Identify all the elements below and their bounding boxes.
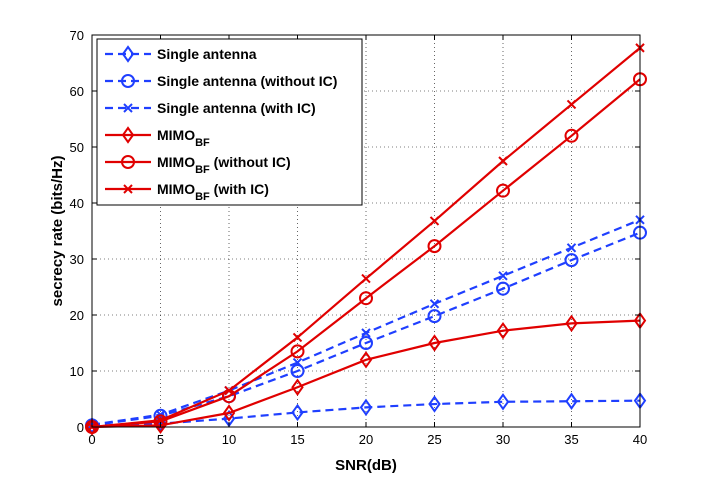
data-point-marker: [292, 332, 303, 343]
data-point-marker: [565, 392, 578, 410]
y-tick-label: 0: [77, 420, 84, 435]
x-tick-label: 15: [290, 432, 304, 447]
data-point-marker: [361, 273, 371, 284]
data-point-marker: [290, 344, 305, 359]
data-point-marker: [428, 395, 441, 413]
data-point-marker: [359, 336, 373, 350]
y-tick-label: 20: [70, 308, 84, 323]
data-point-marker: [290, 364, 305, 378]
series-line: [91, 319, 641, 429]
series-5: [87, 43, 645, 432]
legend-item: Single antenna: [105, 45, 257, 63]
legend-label: Single antenna (with IC): [157, 100, 316, 116]
data-point-marker: [155, 415, 166, 425]
legend-marker: [123, 103, 133, 113]
data-point-marker: [498, 156, 508, 166]
x-tick-label: 10: [222, 432, 236, 447]
data-point-marker: [564, 128, 579, 143]
x-tick-label: 30: [496, 432, 510, 447]
legend-marker: [121, 74, 135, 88]
data-point-marker: [359, 351, 373, 369]
legend-marker: [121, 126, 135, 144]
legend-item: Single antenna (without IC): [105, 73, 337, 89]
grid: [92, 35, 640, 427]
ticks: 0 5 10 15 20 25 30 35 40 0 10 20 30 40 50 60 70: [70, 28, 648, 447]
data-point-marker: [498, 271, 508, 281]
x-tick-label: 0: [88, 432, 95, 447]
legend-marker: [121, 45, 135, 63]
data-point-marker: [496, 281, 510, 296]
series-line: [91, 78, 641, 429]
data-point-marker: [566, 99, 577, 110]
data-point-marker: [224, 385, 234, 396]
data-point-marker: [427, 309, 442, 324]
data-point-marker: [429, 299, 440, 309]
series-2: [87, 215, 645, 430]
data-point-marker: [292, 357, 303, 368]
y-tick-label: 10: [70, 364, 84, 379]
data-point-marker: [496, 183, 510, 198]
y-tick-label: 50: [70, 140, 84, 155]
data-point-marker: [496, 393, 510, 411]
x-tick-label: 5: [157, 432, 164, 447]
data-point-marker: [359, 398, 373, 417]
data-point-marker: [427, 239, 442, 254]
legend-label: Single antenna: [157, 46, 257, 62]
x-tick-label: 25: [427, 432, 441, 447]
y-axis-label: secrecy rate (bits/Hz): [49, 156, 66, 307]
legend-marker: [121, 155, 135, 169]
data-point-marker: [361, 328, 371, 338]
y-tick-label: 60: [70, 84, 84, 99]
data-point-marker: [565, 314, 578, 333]
data-point-marker: [291, 378, 304, 396]
y-tick-label: 40: [70, 196, 84, 211]
data-point-marker: [496, 321, 510, 340]
legend-label: Single antenna (without IC): [157, 73, 337, 89]
data-point-marker: [222, 404, 236, 422]
data-point-marker: [564, 253, 579, 268]
y-tick-label: 30: [70, 252, 84, 267]
data-point-marker: [429, 216, 440, 226]
x-tick-label: 20: [359, 432, 373, 447]
x-axis-label: SNR(dB): [335, 457, 397, 474]
data-point-marker: [428, 334, 441, 352]
y-tick-label: 70: [70, 28, 84, 43]
data-point-marker: [566, 243, 577, 253]
legend: Single antenna Single antenna (without IC…: [96, 38, 363, 206]
data-point-marker: [359, 291, 373, 306]
x-tick-label: 35: [564, 432, 578, 447]
legend-box: [96, 38, 363, 206]
data-point-marker: [291, 403, 304, 422]
legend-marker: [123, 184, 133, 194]
series-layer: [85, 43, 647, 436]
x-tick-label: 40: [633, 432, 647, 447]
legend-item: Single antenna (with IC): [105, 100, 316, 116]
